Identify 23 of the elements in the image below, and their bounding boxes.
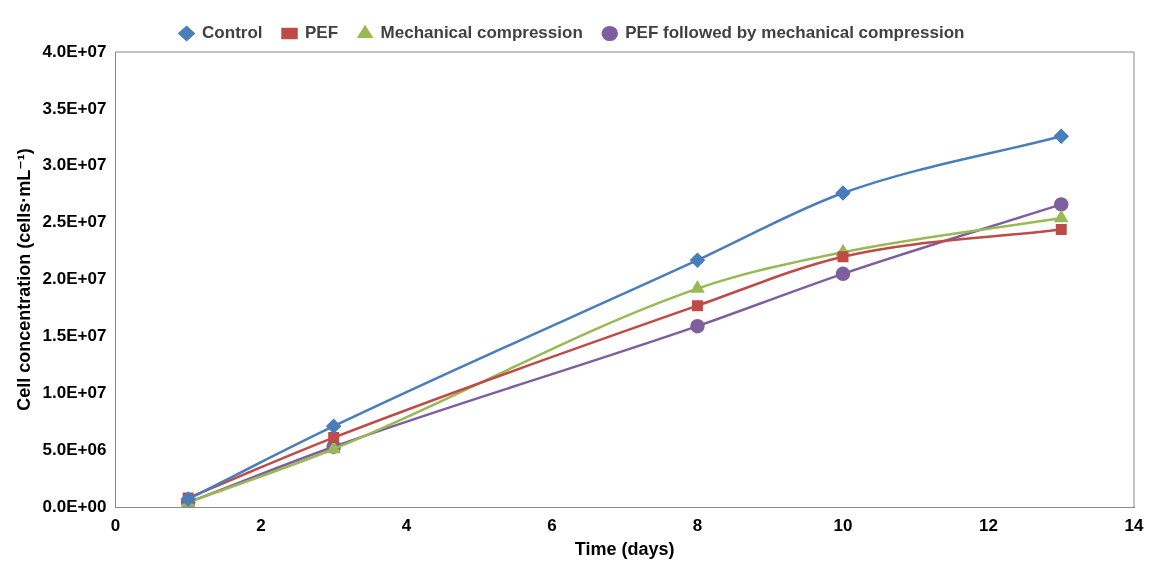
x-tick-label: 0: [110, 515, 121, 535]
y-tick-label: 1.5E+07: [42, 326, 107, 346]
y-tick-label: 2.0E+07: [42, 269, 107, 289]
x-axis-title: Time (days): [574, 539, 675, 560]
x-tick-label: 14: [1124, 515, 1144, 535]
y-tick-label: 1.0E+07: [42, 382, 107, 402]
x-tick-label: 12: [979, 515, 998, 535]
y-tick-label: 3.0E+07: [42, 155, 107, 175]
legend-label: Mechanical compression: [380, 23, 583, 43]
legend-label: Control: [202, 23, 263, 43]
legend-label: PEF: [305, 23, 339, 43]
x-tick-label: 2: [256, 515, 266, 535]
y-tick-label: 2.5E+07: [42, 212, 107, 232]
y-tick-label: 3.5E+07: [42, 98, 107, 118]
y-tick-label: 4.0E+07: [42, 41, 107, 61]
x-tick-label: 4: [401, 515, 412, 535]
x-tick-label: 10: [833, 515, 853, 535]
y-tick-label: 0.0E+00: [42, 496, 107, 516]
y-axis-title: Cell concentration (cells·mL⁻¹): [13, 148, 34, 411]
x-tick-label: 6: [547, 515, 557, 535]
legend-label: PEF followed by mechanical compression: [625, 23, 965, 43]
y-tick-label: 5.0E+06: [42, 439, 107, 459]
x-tick-label: 8: [692, 515, 703, 535]
